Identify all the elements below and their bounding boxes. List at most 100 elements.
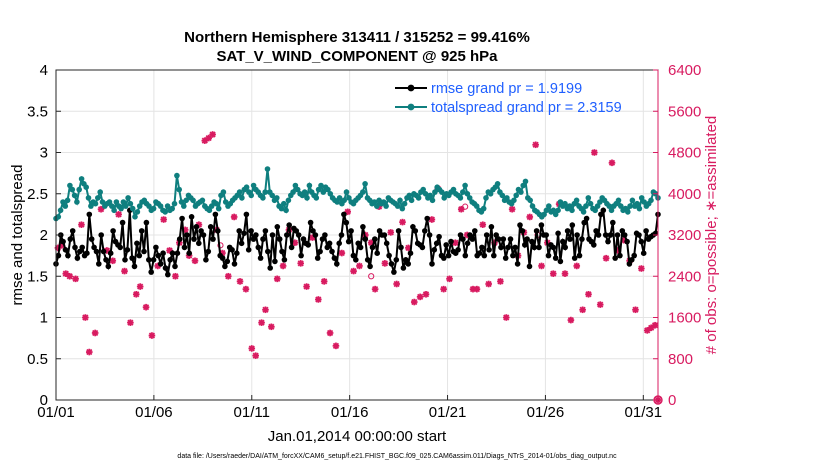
obs-star-stroke	[332, 342, 340, 349]
rmse-point	[122, 257, 128, 263]
obs-star-stroke	[279, 262, 287, 270]
obs-assimilated-marker	[252, 352, 259, 359]
obs-assimilated-marker	[356, 262, 363, 270]
rmse-point	[517, 222, 523, 228]
rmse-point	[638, 238, 645, 245]
rmse-point	[250, 236, 257, 242]
totalspread-point	[399, 205, 406, 212]
totalspread-point	[248, 192, 254, 199]
y2-tick-label: 4000	[668, 186, 701, 203]
obs-assimilated-marker	[132, 290, 140, 298]
rmse-point	[67, 236, 74, 242]
rmse-point	[403, 257, 409, 263]
obs-assimilated-marker	[549, 270, 557, 277]
totalspread-point	[394, 203, 401, 209]
rmse-point	[288, 244, 295, 251]
obs-star-stroke	[479, 221, 486, 228]
totalspread-point	[220, 189, 227, 195]
rmse-point	[62, 247, 69, 253]
legend-marker-totalspread	[407, 103, 415, 111]
rmse-point	[481, 252, 488, 259]
rmse-point	[55, 252, 62, 259]
rmse-point	[88, 236, 95, 242]
obs-star-stroke	[550, 270, 557, 277]
y-tick-label: 3	[40, 145, 48, 162]
totalspread-point	[432, 189, 438, 195]
obs-star-stroke	[603, 255, 610, 262]
totalspread-point	[499, 192, 506, 199]
rmse-point	[146, 257, 152, 263]
obs-assimilated-marker	[230, 213, 238, 221]
rmse-point	[86, 211, 93, 218]
rmse-point	[367, 263, 373, 270]
rmse-point	[65, 252, 71, 259]
obs-assimilated-marker	[315, 296, 322, 303]
rmse-point	[129, 255, 135, 261]
totalspread-point	[62, 203, 69, 209]
rmse-point	[455, 247, 461, 253]
obs-star-stroke	[133, 291, 140, 298]
rmse-point	[381, 232, 388, 238]
totalspread-point	[60, 199, 66, 205]
obs-star-stroke	[166, 247, 173, 254]
totalspread-point	[169, 205, 175, 212]
obs-assimilated-marker	[127, 319, 134, 326]
totalspread-point	[260, 195, 266, 201]
rmse-point	[203, 257, 209, 263]
totalspread-point	[557, 199, 564, 205]
rmse-point	[412, 228, 419, 234]
x-tick-label: 01/31	[625, 404, 663, 421]
rmse-point	[581, 219, 587, 226]
rmse-point	[260, 236, 266, 242]
rmse-point	[207, 224, 214, 230]
obs-assimilated-marker	[191, 257, 199, 265]
totalspread-point	[522, 178, 529, 185]
totalspread-point	[132, 214, 138, 220]
obs-star-stroke	[66, 273, 73, 280]
obs-assimilated-marker	[632, 306, 639, 314]
totalspread-point	[636, 205, 643, 212]
totalspread-point	[374, 203, 380, 209]
totalspread-point	[290, 189, 296, 195]
rmse-point	[157, 261, 164, 267]
totalspread-point	[362, 181, 368, 187]
rmse-point	[281, 257, 288, 263]
obs-star-stroke	[411, 298, 418, 306]
rmse-point	[433, 240, 440, 247]
rmse-point	[79, 244, 85, 251]
rmse-point	[607, 232, 614, 238]
totalspread-point	[641, 199, 647, 205]
totalspread-point	[190, 197, 196, 204]
totalspread-point	[562, 200, 568, 207]
rmse-point	[179, 215, 185, 222]
totalspread-point	[422, 191, 429, 197]
rmse-point	[602, 232, 609, 238]
totalspread-point	[648, 197, 654, 204]
obs-star-stroke	[201, 137, 208, 144]
rmse-point	[476, 250, 483, 256]
obs-star-stroke	[236, 278, 244, 285]
totalspread-point	[457, 195, 464, 201]
rmse-point	[238, 240, 245, 247]
rmse-point	[436, 233, 442, 240]
obs-assimilated-marker	[248, 345, 256, 352]
obs-star-stroke	[252, 352, 259, 359]
rmse-point	[269, 232, 276, 238]
totalspread-point	[518, 189, 524, 195]
rmse-point	[267, 265, 274, 271]
rmse-point	[198, 228, 204, 234]
rmse-point	[560, 238, 566, 245]
rmse-point	[245, 247, 252, 253]
obs-assimilated-marker	[416, 293, 424, 301]
rmse-point	[557, 258, 564, 265]
totalspread-point	[371, 199, 378, 205]
totalspread-point	[285, 197, 292, 204]
rmse-point	[469, 236, 476, 242]
totalspread-point	[118, 205, 124, 212]
legend-marker-rmse	[407, 84, 415, 92]
totalspread-point	[587, 200, 594, 207]
rmse-point	[107, 250, 114, 256]
totalspread-point	[315, 186, 322, 193]
rmse-point	[579, 236, 585, 242]
